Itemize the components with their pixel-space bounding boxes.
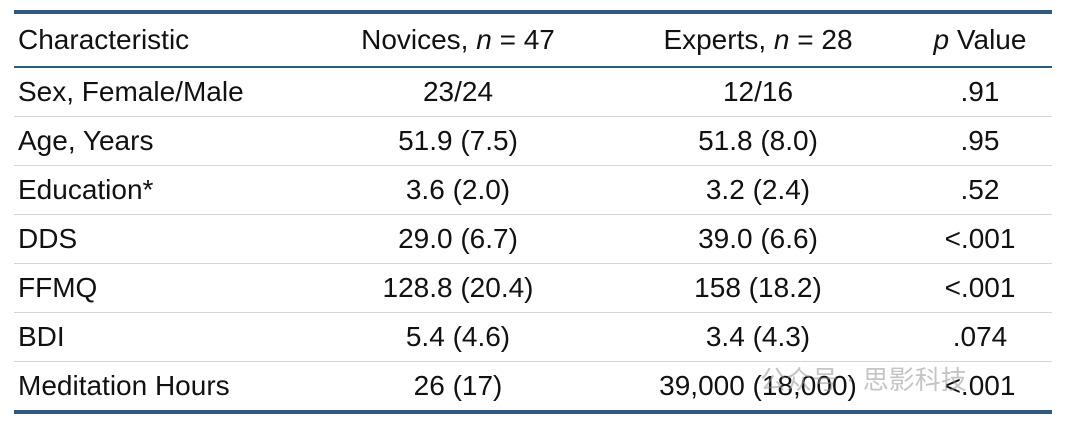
table-cell: 39,000 (18,000) xyxy=(659,370,857,401)
header-text: n xyxy=(476,24,492,55)
table-cell: Education* xyxy=(18,174,154,205)
header-text: = 47 xyxy=(491,24,555,55)
table-cell: 12/16 xyxy=(722,76,794,107)
table-cell: Sex, Female/Male xyxy=(18,76,244,107)
data-table: Characteristic Novices, n = 47 Experts, … xyxy=(14,10,1052,414)
header-cell: Characteristic xyxy=(14,12,308,67)
table-cell: 158 (18.2) xyxy=(694,272,822,303)
table-row: DDS 29.0 (6.7) 39.0 (6.6) <.001 xyxy=(14,215,1052,264)
watermark: 公众号 · 思影科技 xyxy=(760,366,967,396)
header-text: Novices, xyxy=(361,24,477,55)
header-row: Characteristic Novices, n = 47 Experts, … xyxy=(14,12,1052,67)
table-cell: <.001 xyxy=(944,370,1016,401)
table-cell: BDI xyxy=(18,321,65,352)
header-text: Characteristic xyxy=(18,24,190,55)
table-row: FFMQ 128.8 (20.4) 158 (18.2) <.001 xyxy=(14,264,1052,313)
table-cell: 3.4 (4.3) xyxy=(705,321,811,352)
table-header: Characteristic Novices, n = 47 Experts, … xyxy=(14,12,1052,67)
table-cell: .95 xyxy=(960,125,1000,156)
table-row: BDI 5.4 (4.6) 3.4 (4.3) .074 xyxy=(14,313,1052,362)
header-text: p xyxy=(933,24,950,55)
table-cell: 3.6 (2.0) xyxy=(405,174,511,205)
table-cell: Age, Years xyxy=(18,125,154,156)
table-body: Sex, Female/Male 23/24 12/16 .91 Age, Years 5… xyxy=(14,67,1052,412)
table-cell: 128.8 (20.4) xyxy=(382,272,534,303)
table-cell: <.001 xyxy=(944,272,1016,303)
table-row: Age, Years 51.9 (7.5) 51.8 (8.0) .95 xyxy=(14,117,1052,166)
table-row: Education* 3.6 (2.0) 3.2 (2.4) .52 xyxy=(14,166,1052,215)
table-cell: <.001 xyxy=(944,223,1016,254)
header-text: n xyxy=(773,24,790,55)
table-cell: 51.8 (8.0) xyxy=(698,125,818,156)
table-cell: .074 xyxy=(952,321,1008,352)
header-text: = 28 xyxy=(789,24,853,55)
table-cell: 51.9 (7.5) xyxy=(398,125,518,156)
table-row: Meditation Hours 26 (17) 39,000 (18,000) <.… xyxy=(14,362,1052,412)
table-cell: .52 xyxy=(960,174,1000,205)
header-text: Value xyxy=(949,24,1027,55)
header-text: Experts, xyxy=(663,24,774,55)
header-cell: Novices, n = 47 xyxy=(308,12,608,67)
table-cell: FFMQ xyxy=(18,272,98,303)
table-cell: 5.4 (4.6) xyxy=(405,321,511,352)
table-cell: 39.0 (6.6) xyxy=(698,223,818,254)
table-cell: 23/24 xyxy=(422,76,494,107)
header-cell: Experts, n = 28 xyxy=(608,12,908,67)
table-cell: DDS xyxy=(18,223,78,254)
header-cell: p Value xyxy=(908,12,1052,67)
table-cell: Meditation Hours xyxy=(18,370,230,401)
table-cell: 3.2 (2.4) xyxy=(705,174,811,205)
table-cell: 29.0 (6.7) xyxy=(398,223,518,254)
table-cell: 26 (17) xyxy=(413,370,503,401)
table-row: Sex, Female/Male 23/24 12/16 .91 xyxy=(14,67,1052,117)
table-cell: .91 xyxy=(960,76,1000,107)
